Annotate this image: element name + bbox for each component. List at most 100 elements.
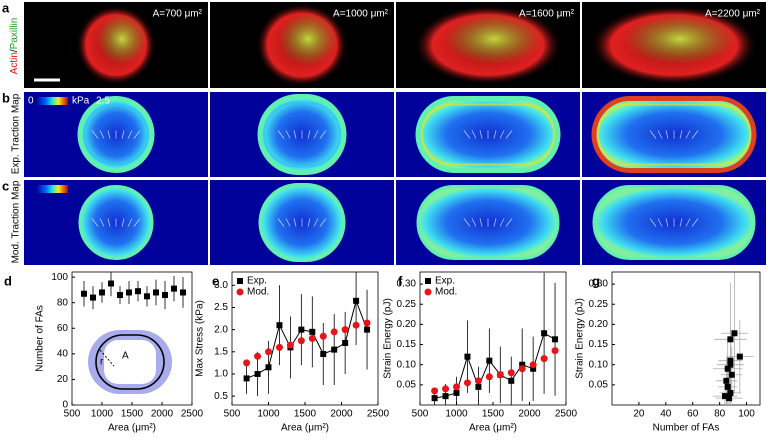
x-tick-label: 100 <box>738 409 755 420</box>
y-tick-label: 2.5 <box>214 302 228 313</box>
panel-label: a <box>2 0 10 15</box>
stain-label: Actin/Paxillin <box>9 18 20 75</box>
x-tick-label: 40 <box>660 409 672 420</box>
colorbar <box>36 185 68 193</box>
image-panel <box>582 180 766 265</box>
y-tick-label: 1.5 <box>214 346 228 357</box>
traction-arrow <box>107 130 111 139</box>
point <box>486 357 493 364</box>
traction-arrow <box>319 218 327 227</box>
x-tick-label: 500 <box>64 409 81 420</box>
legend-label: Mod. <box>247 287 269 298</box>
plot-area <box>243 272 371 397</box>
legend-marker <box>424 288 432 296</box>
colorbar-min: 0 <box>28 96 34 107</box>
traction-arrow <box>665 218 669 227</box>
traction-arrow <box>277 130 285 139</box>
point <box>726 395 733 402</box>
traction-arrow <box>121 130 125 139</box>
point <box>265 348 272 356</box>
y-tick-label: 100 <box>51 272 68 283</box>
plot-area <box>431 272 559 405</box>
point <box>474 377 482 385</box>
image-panel <box>396 92 580 177</box>
panel-label: f <box>398 273 403 288</box>
traction-arrow <box>285 218 291 227</box>
traction-arrow <box>505 218 513 227</box>
x-tick-label: 500 <box>224 409 241 420</box>
x-tick-label: 1500 <box>482 409 505 420</box>
x-tick-label: 2000 <box>151 409 174 420</box>
point <box>254 352 262 360</box>
x-tick-label: 2500 <box>181 409 204 420</box>
point <box>363 319 371 327</box>
panel-label: g <box>592 273 600 288</box>
y-axis-label: Max Stress (kPa) <box>195 300 206 377</box>
traction-arrow <box>133 130 141 139</box>
traction-arrow <box>479 218 483 227</box>
traction-arrow <box>665 130 669 139</box>
point <box>464 353 471 360</box>
traction-arrow <box>479 130 483 139</box>
point <box>453 383 460 391</box>
x-axis-label: Area (μm²) <box>281 423 329 434</box>
x-tick-label: 2500 <box>555 409 578 420</box>
traction-arrow <box>313 218 319 227</box>
x-tick-label: 80 <box>714 409 726 420</box>
point <box>727 361 734 368</box>
y-tick-label: 0.15 <box>589 339 609 350</box>
point <box>254 370 261 377</box>
traction-arrow <box>657 130 663 139</box>
y-tick-label: 20 <box>57 374 69 385</box>
traction-arrow <box>277 218 285 227</box>
y-tick-label: 60 <box>57 323 69 334</box>
point <box>728 371 735 378</box>
point <box>243 375 250 382</box>
y-axis-label: Number of FAs <box>35 305 46 372</box>
traction-arrow <box>471 218 477 227</box>
inset-area: A <box>122 351 129 362</box>
traction-arrow <box>463 130 471 139</box>
traction-arrow <box>691 130 699 139</box>
point <box>475 383 482 390</box>
point <box>731 330 738 337</box>
y-tick-label: 0.20 <box>589 319 609 330</box>
image-panel: A=1600 μm² <box>396 2 580 88</box>
chart: f 0.05 0.10 0.15 0.20 0.25 0.30 500 1000 1500 2000… <box>383 271 578 434</box>
traction-arrow <box>649 130 657 139</box>
traction-arrow <box>649 218 657 227</box>
traction-arrow <box>99 218 105 227</box>
colorbar-max: 2.5 <box>96 96 110 107</box>
point <box>551 347 559 355</box>
x-axis-label: Area (μm²) <box>108 423 156 434</box>
x-tick-label: 1500 <box>121 409 144 420</box>
traction-arrow <box>293 218 297 227</box>
point <box>529 361 537 369</box>
point <box>180 289 186 296</box>
traction-arrow <box>91 130 99 139</box>
point <box>117 292 123 299</box>
chart: e 0.5 1.0 1.5 2.0 2.5 3.0 500 1000 1500 2000 2500 Ar… <box>195 271 390 434</box>
traction-arrow <box>691 218 699 227</box>
point <box>108 280 114 287</box>
traction-arrow <box>685 130 691 139</box>
chart: d 0 20 40 60 80 100 500 1000 1500 2000 2500 Area (μm… <box>4 271 204 434</box>
y-tick-label: 0.05 <box>589 379 609 390</box>
x-tick-label: 2500 <box>367 409 390 420</box>
y-tick-label: 0.20 <box>397 319 417 330</box>
plot-area <box>81 272 186 310</box>
point <box>463 379 471 387</box>
x-tick-label: 500 <box>412 409 429 420</box>
point <box>722 393 729 400</box>
y-tick-label: 0.30 <box>589 279 609 290</box>
image-panel <box>24 180 208 265</box>
point <box>297 337 305 345</box>
traction-hot <box>421 103 555 166</box>
point <box>81 290 87 297</box>
inset-radius-label: r <box>100 357 104 368</box>
y-axis-label: Strain Energy (pJ) <box>575 298 586 379</box>
traction-hot <box>263 101 341 168</box>
legend-marker <box>425 278 431 284</box>
x-tick-label: 2000 <box>518 409 541 420</box>
point <box>540 355 548 363</box>
